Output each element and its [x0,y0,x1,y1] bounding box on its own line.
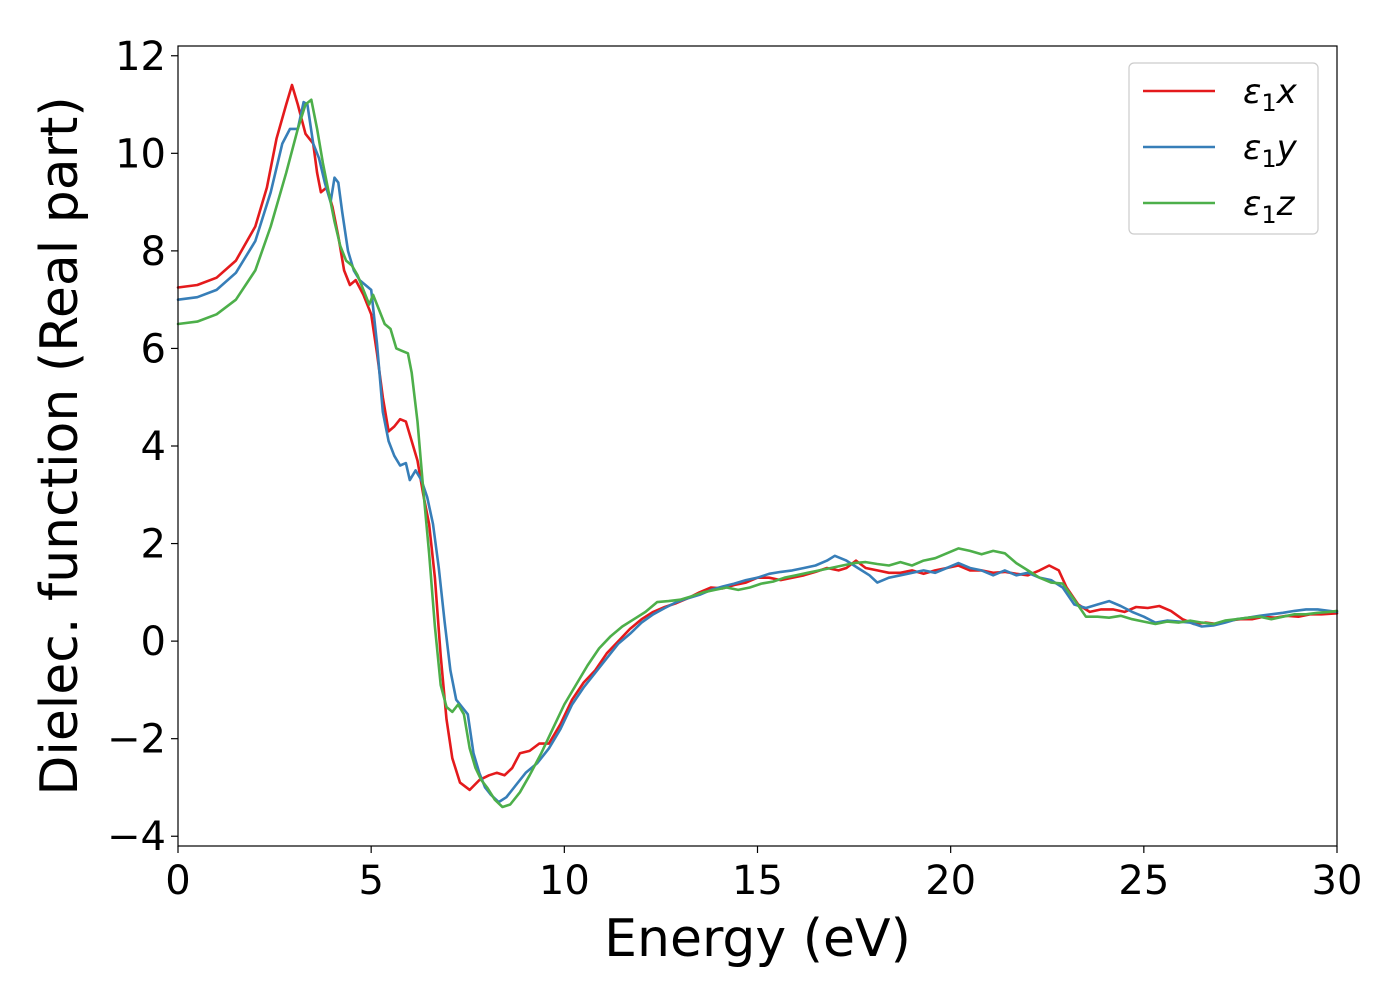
y-tick-label: 10 [115,131,166,177]
y-axis-title: Dielec. function (Real part) [30,96,90,795]
x-tick-label: 30 [1312,858,1363,904]
x-tick-label: 15 [732,858,783,904]
x-tick-label: 0 [165,858,190,904]
x-tick-label: 25 [1118,858,1169,904]
y-tick-label: 0 [141,619,166,665]
x-tick-label: 20 [925,858,976,904]
y-tick-label: 4 [141,424,166,470]
y-tick-label: 6 [141,326,166,372]
legend-box [1128,62,1319,235]
y-tick-label: 12 [115,34,166,80]
x-tick-label: 5 [358,858,383,904]
x-axis: 0 5 10 15 20 25 30 [165,846,1362,904]
legend-label-y: ε1y [1243,128,1298,173]
legend: ε1x ε1y ε1z [1128,62,1319,235]
y-tick-label: 2 [141,522,166,568]
y-tick-label: −2 [107,717,166,763]
series-line-z [176,98,1339,809]
x-axis-title: Energy (eV) [604,909,911,969]
x-tick-label: 10 [539,858,590,904]
legend-label-x: ε1x [1243,72,1298,117]
y-tick-label: −4 [107,814,166,860]
series-layer [176,83,1339,809]
y-tick-label: 8 [141,229,166,275]
legend-label-z: ε1z [1243,184,1296,229]
y-axis: −4 −2 0 2 4 6 8 10 12 [107,34,178,860]
